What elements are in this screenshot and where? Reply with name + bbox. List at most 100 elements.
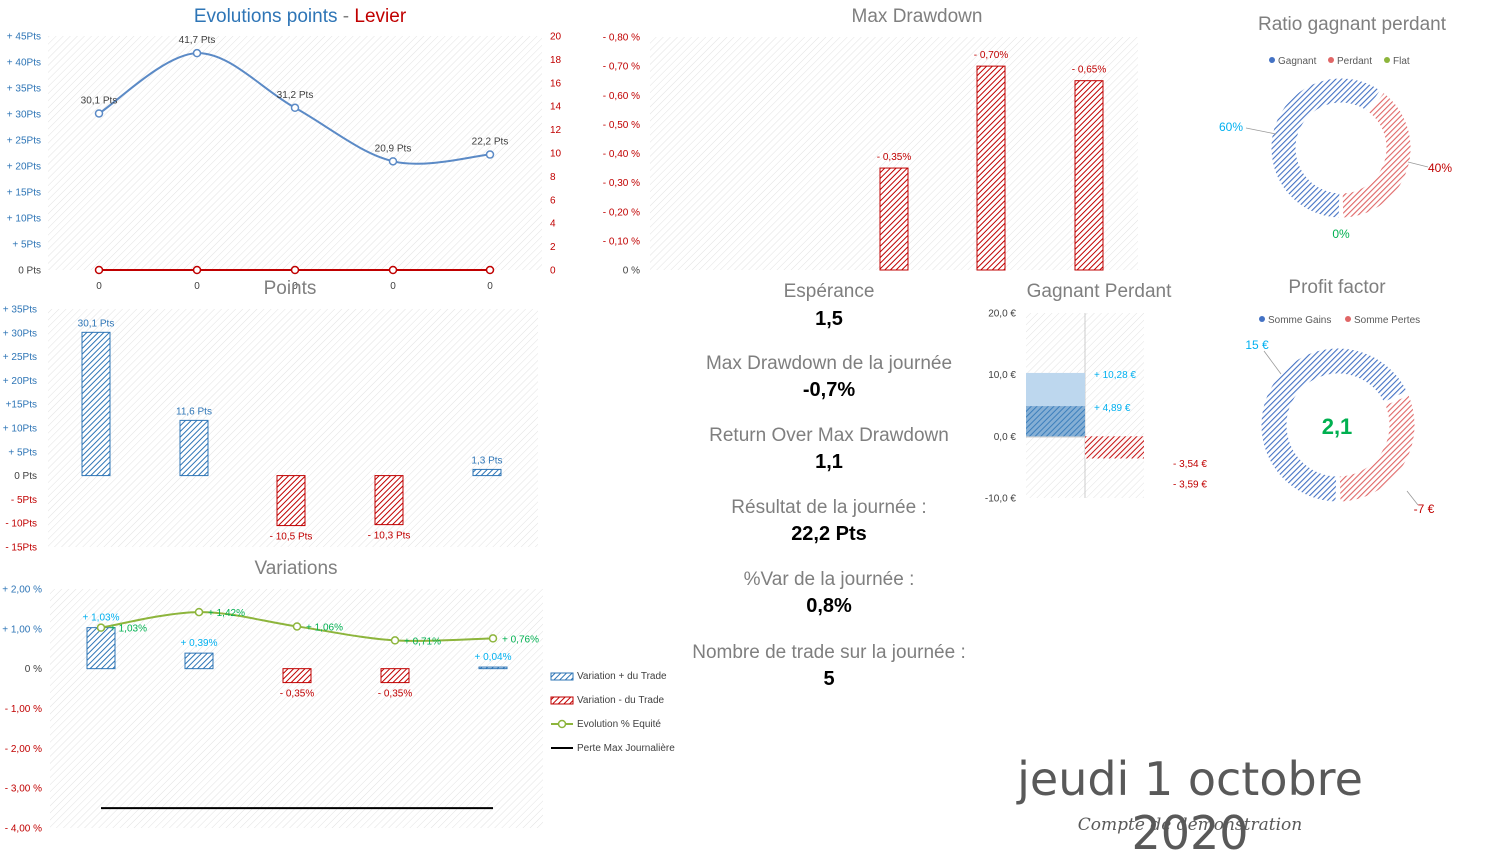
equity-marker <box>292 622 302 631</box>
max-drawdown-bar-label: - 0,70% <box>974 50 1009 61</box>
gagnant-perdant-y-axis: 20,0 € 10,0 € 0,0 € -10,0 € <box>985 309 1017 505</box>
variations-y-axis: + 2,00 % + 1,00 % 0 % - 1,00 % - 2,00 % - 3,0… <box>2 585 42 835</box>
evolution-y-tick: + 20Pts <box>7 162 41 173</box>
gagnant-perdant-y-tick: -10,0 € <box>985 494 1017 505</box>
profit-factor-chart: Profit factor Somme Gains Somme Pertes 1… <box>1245 277 1434 516</box>
leverage-marker <box>192 265 202 275</box>
max-drawdown-y-tick: - 0,10 % <box>603 236 640 247</box>
points-bar <box>374 475 404 526</box>
evolution-y2-tick: 8 <box>550 172 556 183</box>
variations-y-tick: + 2,00 % <box>2 585 42 596</box>
evolution-y2-tick: 20 <box>550 32 562 43</box>
gain-bar-hatch <box>1026 406 1085 437</box>
evolution-x-tick: 0 <box>194 281 200 292</box>
equity-marker <box>390 636 400 645</box>
points-data-label: 41,7 Pts <box>179 35 216 46</box>
variation-bar <box>478 666 508 670</box>
evolution-y2-tick: 0 <box>550 266 556 277</box>
points-y-tick: - 15Pts <box>5 543 37 554</box>
kpi-esperance-value: 1,5 <box>815 308 843 330</box>
points-data-label: 20,9 Pts <box>375 143 412 154</box>
profit-factor-slice <box>1260 347 1408 503</box>
leverage-marker <box>485 265 495 275</box>
points-bars: 30,1 Pts 11,6 Pts - 10,5 Pts - 10,3 Pts 1,3 … <box>78 318 503 542</box>
kpi-nb-trades-value: 5 <box>823 668 835 690</box>
points-y-tick: - 5Pts <box>11 495 37 506</box>
equity-marker <box>96 623 106 632</box>
ratio-slice <box>1270 77 1382 219</box>
evolution-y2-tick: 4 <box>550 219 556 230</box>
equity-data-label: + 0,76% <box>502 634 539 645</box>
gain-label-average: + 4,89 € <box>1094 403 1131 414</box>
max-drawdown-bar <box>1074 80 1104 271</box>
max-drawdown-y-tick: - 0,40 % <box>603 149 640 160</box>
ratio-slice <box>1341 91 1412 219</box>
ratio-legend-swatch-perdant <box>1328 57 1334 63</box>
points-bar <box>276 475 306 527</box>
legend-positive: Variation + du Trade <box>577 671 667 682</box>
evolution-y2-tick: 2 <box>550 242 556 253</box>
max-drawdown-bar-label: - 0,65% <box>1072 65 1107 76</box>
points-bar-label: 30,1 Pts <box>78 318 115 329</box>
max-drawdown-y-tick: - 0,30 % <box>603 178 640 189</box>
kpi-romad-value: 1,1 <box>815 451 843 473</box>
points-bar-label: - 10,5 Pts <box>270 532 313 543</box>
points-y-tick: 0 Pts <box>14 471 37 482</box>
variation-bar-label: + 0,04% <box>475 652 512 663</box>
ratio-label-gagnant: 60% <box>1219 120 1243 134</box>
points-data-label: 31,2 Pts <box>277 90 314 101</box>
pf-leader-pertes <box>1406 490 1419 506</box>
evolution-plot-area <box>48 36 542 270</box>
max-drawdown-y-axis: - 0,80 % - 0,70 % - 0,60 % - 0,50 % - 0,40 %… <box>603 33 640 277</box>
evolution-x-tick: 0 <box>96 281 102 292</box>
ratio-donut <box>1270 77 1412 219</box>
kpi-var-title: %Var de la journée : <box>743 569 915 590</box>
kpi-resultat-title: Résultat de la journée : <box>731 497 927 518</box>
gain-label-total: + 10,28 € <box>1094 370 1136 381</box>
variations-y-tick: - 2,00 % <box>5 744 42 755</box>
max-drawdown-bar <box>879 167 909 271</box>
equity-marker <box>194 607 204 617</box>
variations-y-tick: 0 % <box>25 664 42 675</box>
pf-center-value: 2,1 <box>1322 414 1353 439</box>
evolution-y2-tick: 14 <box>550 102 562 113</box>
max-drawdown-y-tick: - 0,50 % <box>603 120 640 131</box>
loss-label-total: - 3,54 € <box>1173 459 1207 470</box>
evolution-x-tick: 0 <box>390 281 396 292</box>
points-bar-label: 11,6 Pts <box>176 406 212 417</box>
points-y-axis: + 35Pts + 30Pts + 25Pts + 20Pts +15Pts + 10Pt… <box>3 305 37 554</box>
evolution-y-tick: + 5Pts <box>12 240 41 251</box>
gagnant-perdant-y-tick: 10,0 € <box>988 370 1016 381</box>
variations-y-tick: - 1,00 % <box>5 704 42 715</box>
ratio-title: Ratio gagnant perdant <box>1258 14 1447 35</box>
max-drawdown-bar-label: - 0,35% <box>877 152 912 163</box>
ratio-legend-swatch-gagnant <box>1269 57 1275 63</box>
evolution-y-tick: + 30Pts <box>7 110 41 121</box>
gagnant-perdant-y-tick: 0,0 € <box>994 432 1017 443</box>
kpi-romad-title: Return Over Max Drawdown <box>709 425 949 446</box>
points-marker <box>192 48 202 58</box>
points-marker <box>290 103 300 113</box>
points-marker <box>388 157 398 166</box>
evolution-y2-tick: 16 <box>550 78 562 89</box>
evolution-y-tick: + 35Pts <box>7 84 41 95</box>
kpi-max-drawdown-title: Max Drawdown de la journée <box>705 353 953 374</box>
evolution-x-tick: 0 <box>292 281 298 292</box>
points-bar <box>472 468 502 477</box>
ratio-chart: Ratio gagnant perdant Gagnant Perdant Fl… <box>1219 14 1452 241</box>
leverage-marker <box>94 265 104 275</box>
evolution-y2-tick: 18 <box>550 55 562 66</box>
evolution-chart-title: Evolutions points - Levier <box>194 6 407 27</box>
pf-leader-gains <box>1263 350 1282 375</box>
variations-bars: + 1,03% + 0,39% - 0,35% - 0,35% + 0,04% <box>83 613 512 700</box>
max-drawdown-title: Max Drawdown <box>852 6 983 27</box>
evolution-marks: 30,1 Pts 41,7 Pts 31,2 Pts 20,9 Pts 22,2 Pts <box>81 35 508 275</box>
max-drawdown-y-tick: - 0,70 % <box>603 62 640 73</box>
legend-maxloss: Perte Max Journalière <box>577 743 675 754</box>
points-bar <box>179 419 209 477</box>
evolution-y-tick: + 15Pts <box>7 188 41 199</box>
points-y-tick: + 5Pts <box>8 447 37 458</box>
points-marker <box>485 150 495 159</box>
evolution-y2-tick: 6 <box>550 195 556 206</box>
max-drawdown-y-tick: - 0,60 % <box>603 91 640 102</box>
